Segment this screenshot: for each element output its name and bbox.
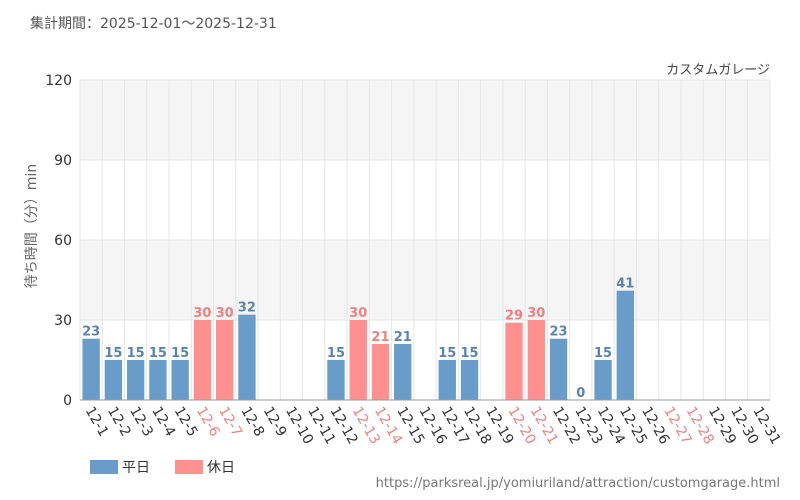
value-label-12-6: 30 (193, 306, 211, 321)
background-bands (80, 80, 770, 400)
value-label-12-21: 30 (527, 306, 545, 321)
value-label-12-1: 23 (82, 325, 100, 340)
value-label-12-5: 15 (171, 346, 189, 361)
bar-12-14 (371, 344, 390, 400)
bar-12-22 (549, 338, 568, 400)
bar-12-13 (349, 320, 367, 400)
y-tick-label: 0 (63, 393, 72, 409)
y-axis-label: 待ち時間（分）min (24, 164, 40, 288)
value-label-12-20: 29 (505, 309, 523, 324)
bar-12-17 (438, 360, 456, 400)
legend-label-holiday: 休日 (207, 460, 235, 476)
value-label-12-23: 0 (576, 386, 585, 401)
bar-12-6 (193, 320, 212, 400)
value-label-12-25: 41 (616, 277, 634, 292)
x-axis-ticks: 12-112-212-312-412-512-612-712-812-912-1… (82, 404, 784, 447)
bar-12-7 (215, 320, 234, 400)
bar-12-24 (594, 360, 612, 400)
value-label-12-12: 15 (327, 346, 345, 361)
bar-12-18 (460, 360, 479, 400)
bar-12-3 (126, 360, 145, 400)
value-label-12-17: 15 (438, 346, 456, 361)
y-tick-label: 60 (54, 233, 72, 249)
value-label-12-2: 15 (104, 346, 122, 361)
bar-12-25 (616, 290, 635, 400)
bar-12-8 (238, 314, 256, 400)
y-tick-label: 30 (54, 313, 72, 329)
bar-12-4 (149, 360, 167, 400)
bar-12-2 (104, 360, 123, 400)
legend-label-weekday: 平日 (122, 460, 150, 476)
value-label-12-7: 30 (216, 306, 234, 321)
bars (82, 290, 635, 400)
background-band (80, 80, 770, 160)
bar-12-12 (327, 360, 345, 400)
bar-12-20 (505, 322, 523, 400)
y-axis-ticks: 0 30 60 90 120 (45, 73, 72, 409)
legend-swatch-holiday (175, 460, 203, 474)
y-tick-label: 120 (45, 73, 72, 89)
value-label-12-3: 15 (127, 346, 145, 361)
value-label-12-22: 23 (550, 325, 568, 340)
value-label-12-14: 21 (371, 330, 389, 345)
bar-12-15 (394, 344, 412, 400)
legend: 平日 休日 (90, 460, 235, 476)
bar-12-1 (82, 338, 100, 400)
source-url: https://parksreal.jp/yomiuriland/attract… (376, 476, 780, 491)
value-label-12-15: 21 (394, 330, 412, 345)
bar-12-5 (171, 360, 189, 400)
data-labels: 23 15 15 15 15 30 30 32 15 30 21 21 15 15 29 30 23 0 15 41 (82, 277, 634, 401)
value-label-12-4: 15 (149, 346, 167, 361)
bar-12-21 (527, 320, 545, 400)
value-label-12-18: 15 (460, 346, 478, 361)
background-band (80, 240, 770, 320)
attraction-name: カスタムガレージ (666, 63, 770, 78)
legend-swatch-weekday (90, 460, 118, 474)
y-tick-label: 90 (54, 153, 72, 169)
value-label-12-24: 15 (594, 346, 612, 361)
value-label-12-8: 32 (238, 301, 256, 316)
background-band (80, 160, 770, 240)
period-label: 集計期間：2025-12-01～2025-12-31 (30, 15, 277, 32)
value-label-12-13: 30 (349, 306, 367, 321)
